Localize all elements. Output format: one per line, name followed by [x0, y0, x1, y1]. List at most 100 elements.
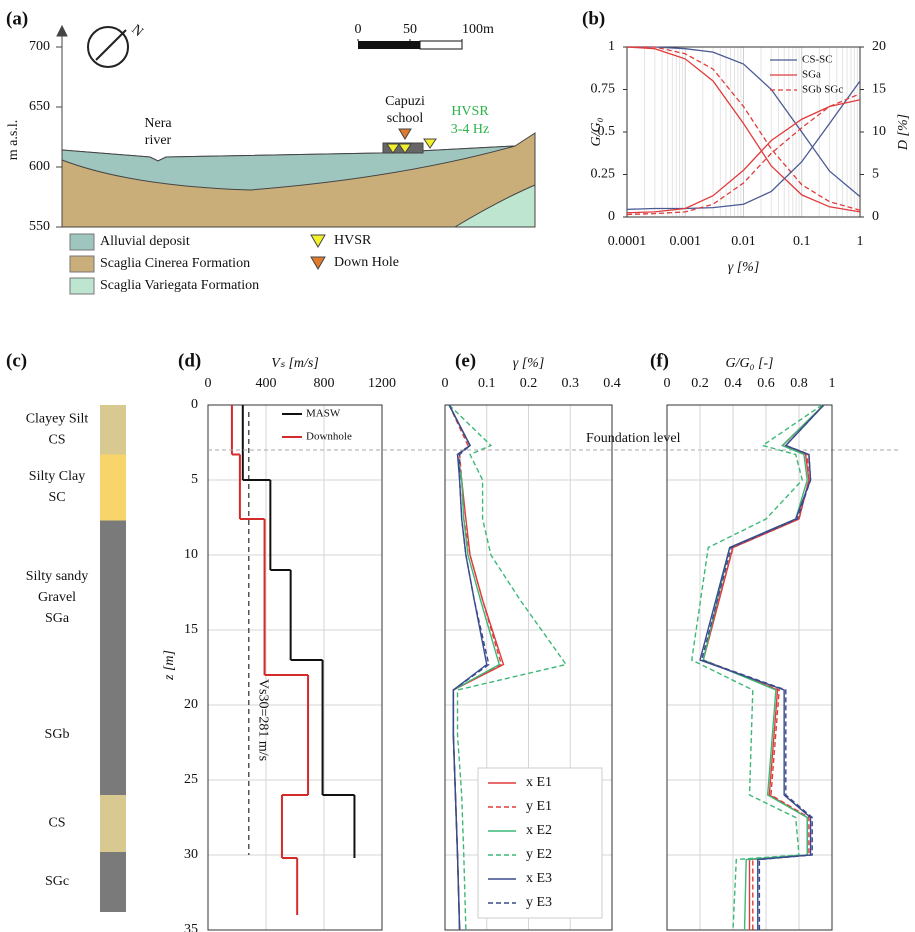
x-tick-label: 0.3 [562, 376, 580, 391]
plot-frame [444, 404, 613, 931]
curve [626, 46, 861, 213]
x-tick-label: 0.4 [724, 376, 742, 391]
scale-tick-label: 50 [403, 22, 417, 37]
river-label: Nera [144, 116, 172, 131]
z-tick-label: 10 [184, 547, 198, 562]
legend-label: x E3 [526, 871, 552, 886]
layer-label: Clayey Silt [26, 411, 89, 426]
layer-label: SC [48, 490, 65, 505]
panel-label: (b) [582, 8, 605, 29]
x-tick-label: 0.2 [691, 376, 709, 391]
scale-tick-label: 100m [462, 22, 494, 37]
y-axis-label: G/G₀ [589, 117, 604, 146]
plot-frame [207, 404, 383, 931]
profile-line [690, 404, 823, 931]
y-tick-label: 0.5 [598, 124, 616, 139]
soil-layer [100, 520, 126, 675]
layer-label: Silty Clay [29, 469, 85, 484]
legend-label: HVSR [334, 233, 372, 248]
legend-label: Scaglia Variegata Formation [100, 278, 259, 293]
x-tick-label: 0 [442, 376, 449, 391]
panel-label: (c) [6, 350, 27, 371]
y-tick-label: 0 [608, 209, 615, 224]
layer-label: SGc [45, 874, 69, 889]
y2-tick-label: 15 [872, 82, 886, 97]
x-tick-label: 0.1 [793, 234, 811, 249]
legend-symbol [310, 234, 326, 248]
y-tick-label: 650 [29, 99, 50, 114]
soil-layer [100, 795, 126, 852]
x-axis-label: γ [%] [513, 356, 545, 371]
x-tick-label: 0.1 [478, 376, 496, 391]
plot-frame [626, 46, 861, 218]
layer-label: CS [48, 816, 65, 831]
layer-label: SGa [45, 611, 70, 626]
layer-label: Gravel [38, 590, 76, 605]
legend-label: Down Hole [334, 255, 399, 270]
legend-swatch [69, 255, 95, 273]
x-tick-label: 0.6 [757, 376, 775, 391]
z-tick-label: 20 [184, 697, 198, 712]
school-label: Capuzi [385, 94, 425, 109]
profile-line [448, 404, 568, 931]
y-tick-label: 0.25 [591, 167, 616, 182]
legend-label: Downhole [306, 431, 352, 443]
layer-label: SGb [45, 727, 70, 742]
z-tick-label: 30 [184, 847, 198, 862]
y2-tick-label: 20 [872, 39, 886, 54]
curve [626, 93, 861, 216]
x-tick-label: 0 [664, 376, 671, 391]
alluvial-deposit [61, 145, 516, 191]
soil-layer [100, 852, 126, 912]
foundation-label: Foundation level [586, 431, 681, 446]
x-tick-label: 800 [314, 376, 335, 391]
x-tick-label: 0.001 [670, 234, 702, 249]
scale-bar-black [358, 41, 420, 49]
z-tick-label: 5 [191, 472, 198, 487]
legend-label: SGa [802, 69, 821, 81]
hvsr-note: HVSR [451, 104, 489, 119]
legend-swatch [69, 277, 95, 295]
legend-label: CS-SC [802, 54, 833, 66]
y2-tick-label: 5 [872, 167, 879, 182]
x-tick-label: 400 [256, 376, 277, 391]
legend-label: MASW [306, 408, 341, 420]
panel-label: (a) [6, 8, 28, 29]
x-tick-label: 0.4 [603, 376, 621, 391]
y-tick-label: 1 [608, 39, 615, 54]
x-axis-label: G/G₀ [-] [725, 356, 773, 371]
y-axis-label: m a.s.l. [6, 120, 21, 160]
x-tick-label: 1200 [368, 376, 396, 391]
x-tick-label: 0.01 [731, 234, 756, 249]
profile-line [700, 404, 825, 930]
scale-tick-label: 0 [355, 22, 362, 37]
soil-layer [100, 675, 126, 795]
compass-north: N [128, 22, 145, 40]
legend-box [477, 767, 603, 919]
legend-label: Alluvial deposit [100, 234, 190, 249]
z-axis-label: z [m] [162, 650, 177, 681]
legend-label: y E2 [526, 847, 552, 862]
y-tick-label: 550 [29, 219, 50, 234]
axis-arrow [56, 24, 68, 37]
x-axis-label: γ [%] [728, 260, 760, 275]
soil-layer [100, 454, 126, 521]
legend-label: y E1 [526, 799, 552, 814]
panel-label: (d) [178, 350, 201, 371]
scale-bar-white [419, 40, 463, 50]
legend-label: x E2 [526, 823, 552, 838]
downhole-marker [398, 128, 412, 140]
x-tick-label: 1 [857, 234, 864, 249]
soil-layer [100, 405, 126, 455]
hvsr-note: 3-4 Hz [451, 122, 490, 137]
panel-label: (e) [455, 350, 476, 371]
z-tick-label: 15 [184, 622, 198, 637]
curve [627, 46, 861, 198]
z-tick-label: 35 [184, 922, 198, 932]
x-tick-label: 1 [829, 376, 836, 391]
legend-label: x E1 [526, 775, 552, 790]
profile-line [699, 404, 825, 930]
x-tick-label: 0.2 [520, 376, 538, 391]
y2-axis-label: D [%] [896, 114, 911, 151]
z-tick-label: 25 [184, 772, 198, 787]
